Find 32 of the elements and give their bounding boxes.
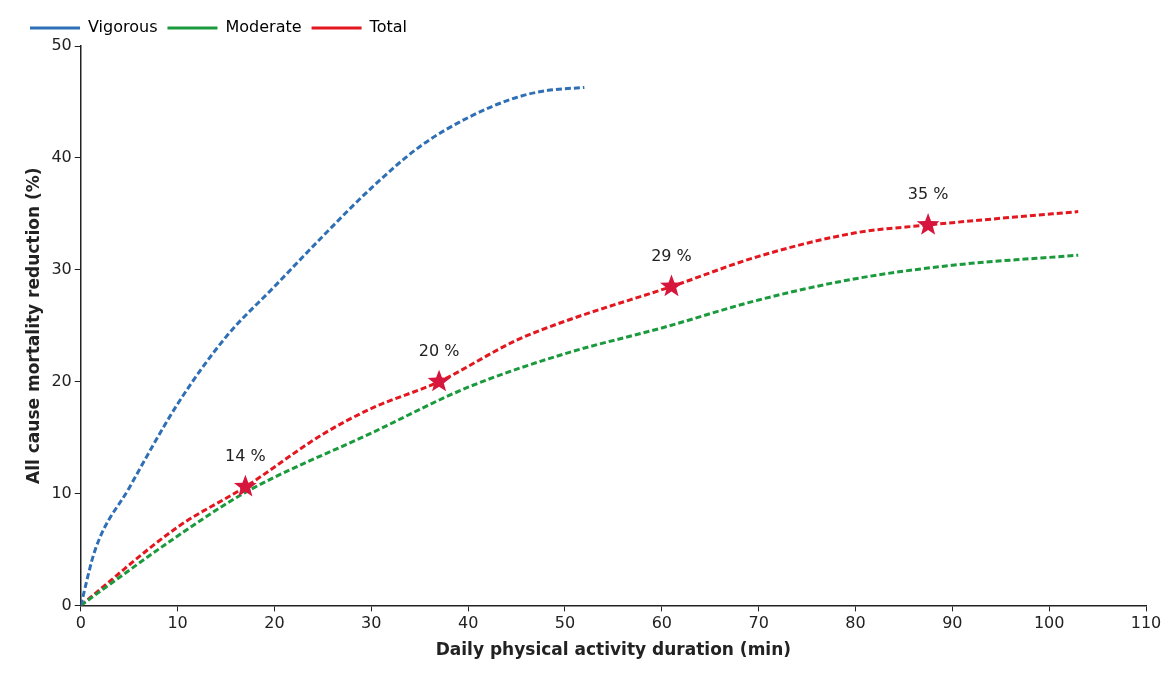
point [660,274,683,297]
annotation: 29 % [651,245,692,265]
x-axis-title: Daily physical activity duration (min) [435,639,792,660]
x-tick-label: 100 [1033,613,1065,633]
y-tick-label: 0 [61,594,72,614]
annotation: 20 % [418,340,460,360]
annotation: 35 % [907,184,949,204]
x-tick-label: 10 [167,613,188,633]
x-tick-label: 90 [942,613,963,633]
x-tick-label: 110 [1130,613,1162,633]
legend-label: Total [368,17,407,37]
x-tick-label: 20 [264,613,285,633]
point [427,369,451,392]
point [233,474,257,497]
y-tick-label: 20 [51,370,72,390]
x-tick-label: 50 [554,613,576,633]
annotation: 14 % [225,445,266,465]
legend-label: Moderate [225,17,302,37]
y-tick-label: 10 [51,482,72,502]
line-series [80,85,586,606]
x-tick-label: 60 [651,613,672,633]
y-axis-title: All cause mortality reduction (%) [22,167,43,484]
y-tick-label: 50 [51,35,72,55]
x-tick-label: 70 [748,613,769,633]
y-tick-label: 40 [51,147,72,167]
y-tick-label: 30 [51,258,72,278]
x-tick-label: 30 [361,613,382,633]
x-tick-label: 80 [845,613,866,633]
x-tick-label: 40 [457,613,479,633]
x-tick-label: 0 [75,613,86,633]
point [916,213,940,235]
legend-label: Vigorous [88,17,158,37]
